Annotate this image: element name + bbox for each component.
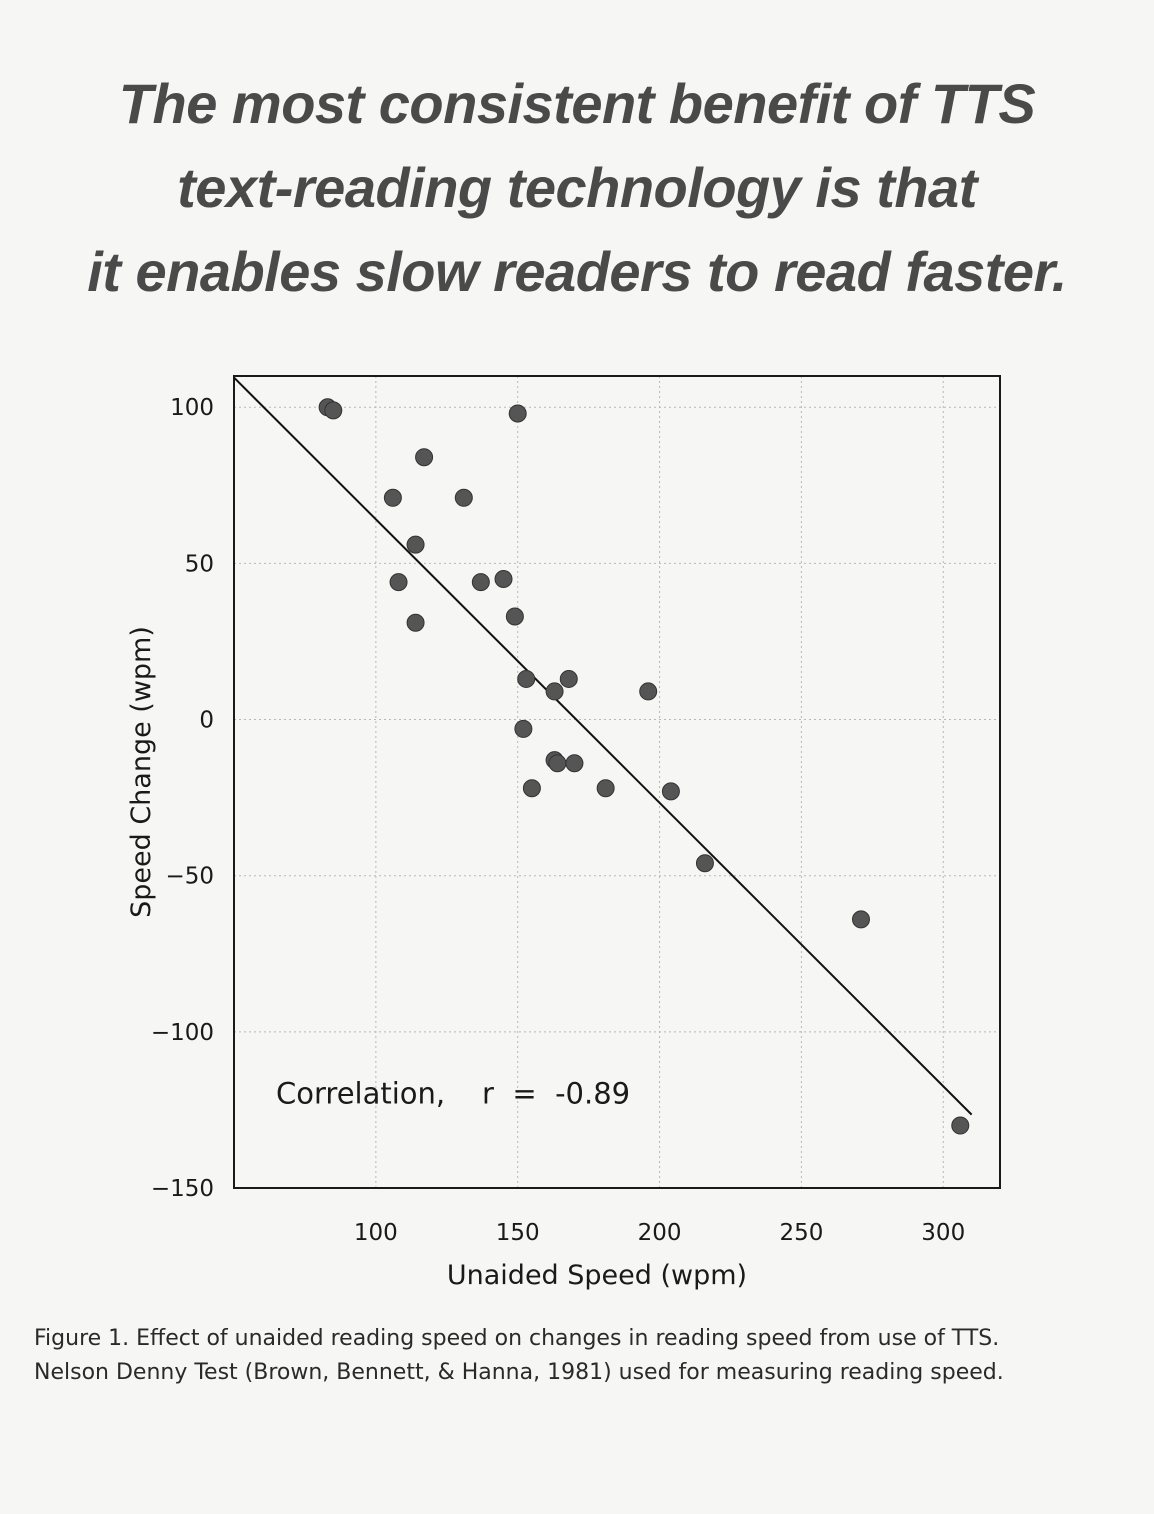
data-point [639, 682, 658, 701]
caption-line-2: Nelson Denny Test (Brown, Bennett, & Han… [34, 1360, 1004, 1385]
caption-line-1: Figure 1. Effect of unaided reading spee… [34, 1326, 1000, 1351]
points-layer [318, 398, 970, 1135]
data-point [494, 570, 513, 588]
data-point [517, 669, 536, 688]
correlation-annotation: Correlation, r = -0.89 [276, 1077, 630, 1111]
data-point [559, 669, 578, 688]
y-tick-label: −150 [151, 1176, 214, 1202]
data-point [951, 1116, 970, 1135]
headline-line-1: The most consistent benefit of TTS [118, 72, 1036, 135]
data-point [505, 607, 524, 626]
data-point [406, 613, 425, 632]
data-point [596, 779, 615, 798]
headline-line-3: it enables slow readers to read faster. [87, 240, 1067, 303]
grid-layer [234, 376, 1000, 1189]
headline-line-2: text-reading technology is that [177, 156, 977, 219]
data-point [514, 719, 533, 738]
data-point [324, 401, 343, 420]
data-point [415, 448, 434, 467]
data-point [522, 779, 541, 798]
trend-line [233, 376, 973, 1116]
x-tick-label: 150 [496, 1220, 540, 1246]
data-point [695, 854, 714, 873]
headline: The most consistent benefit of TTS text-… [40, 62, 1114, 314]
y-tick-labels: 100 50 0 −50 −100 −150 [151, 395, 214, 1202]
data-point [661, 782, 680, 801]
x-tick-label: 200 [638, 1220, 682, 1246]
y-tick-label: −100 [151, 1020, 214, 1046]
data-point [508, 404, 527, 423]
x-tick-label: 300 [921, 1220, 965, 1246]
scatter-chart: 100 150 200 250 300 100 50 0 −50 −100 −150 Unaide… [126, 375, 1001, 1291]
y-tick-label: 100 [170, 395, 214, 421]
plot-frame [233, 375, 1001, 1189]
y-tick-label: 50 [185, 551, 214, 577]
data-point [389, 573, 408, 592]
x-axis-title: Unaided Speed (wpm) [447, 1260, 747, 1291]
data-point [471, 573, 490, 592]
x-tick-label: 250 [779, 1220, 823, 1246]
y-tick-label: −50 [165, 864, 214, 890]
data-point [545, 682, 564, 701]
data-point [548, 754, 567, 773]
figure-caption: Figure 1. Effect of unaided reading spee… [34, 1322, 1124, 1390]
y-tick-label: 0 [199, 708, 214, 734]
data-point [851, 910, 870, 929]
data-point [565, 754, 584, 773]
y-axis-title: Speed Change (wpm) [126, 626, 157, 918]
x-tick-label: 100 [354, 1220, 398, 1246]
data-point [406, 535, 425, 554]
x-tick-labels: 100 150 200 250 300 [354, 1220, 965, 1246]
data-point [454, 488, 473, 507]
data-point [383, 488, 402, 507]
